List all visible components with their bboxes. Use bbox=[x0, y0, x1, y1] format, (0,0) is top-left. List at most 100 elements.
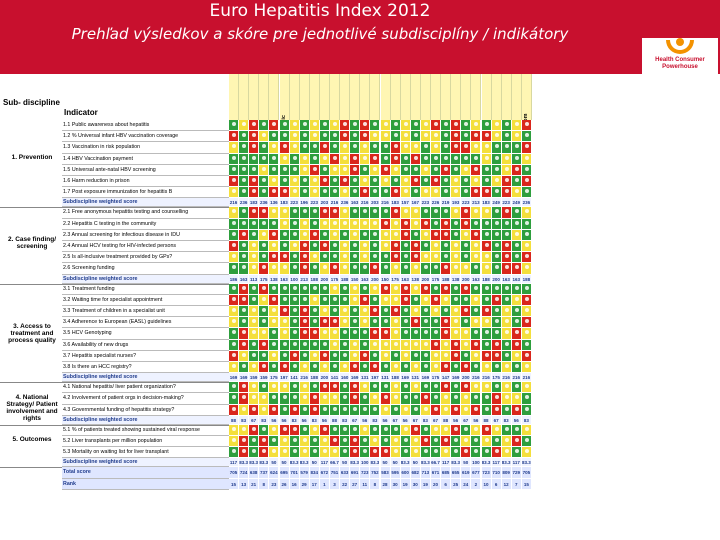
indicator-row: 3.4 Adherence to European (EASL) guideli… bbox=[62, 317, 229, 329]
country-header: Greece bbox=[340, 74, 351, 156]
rating-symbol-icon bbox=[494, 133, 499, 138]
rating-cell bbox=[269, 187, 280, 199]
rating-symbol-icon bbox=[312, 155, 317, 160]
score-cell: 29 bbox=[299, 478, 310, 490]
rating-symbol-icon bbox=[272, 285, 277, 290]
rating-symbol-icon bbox=[363, 449, 368, 454]
rating-cell bbox=[521, 229, 532, 241]
rating-symbol-icon bbox=[444, 352, 449, 357]
score-cell: 22 bbox=[340, 478, 351, 490]
rating-symbol-icon bbox=[524, 231, 529, 236]
rating-symbol-icon bbox=[353, 209, 358, 214]
rating-symbol-icon bbox=[363, 352, 368, 357]
rating-symbol-icon bbox=[423, 144, 428, 149]
rating-cell bbox=[269, 382, 280, 394]
score-cell: 175 bbox=[491, 373, 502, 383]
rating-cell bbox=[491, 317, 502, 329]
rating-symbol-icon bbox=[514, 254, 519, 259]
rating-cell bbox=[330, 328, 340, 340]
rating-symbol-icon bbox=[312, 144, 317, 149]
rating-cell bbox=[431, 317, 441, 329]
rating-cell bbox=[410, 153, 421, 165]
rating-symbol-icon bbox=[282, 231, 287, 236]
rating-symbol-icon bbox=[353, 330, 358, 335]
rating-symbol-icon bbox=[484, 189, 489, 194]
rating-cell bbox=[400, 294, 411, 306]
score-cell: 169 bbox=[400, 373, 411, 383]
rating-symbol-icon bbox=[282, 220, 287, 225]
rating-symbol-icon bbox=[322, 341, 327, 346]
rating-cell bbox=[481, 393, 492, 405]
rating-cell bbox=[501, 164, 512, 176]
rating-cell bbox=[299, 339, 310, 351]
rating-symbol-icon bbox=[484, 166, 489, 171]
rating-symbol-icon bbox=[292, 352, 297, 357]
rating-cell bbox=[390, 328, 401, 340]
rating-cell bbox=[491, 164, 502, 176]
rating-cell bbox=[259, 362, 270, 374]
rating-cell bbox=[340, 263, 351, 275]
rating-cell bbox=[461, 362, 472, 374]
rating-symbol-icon bbox=[444, 395, 449, 400]
rating-symbol-icon bbox=[252, 220, 257, 225]
score-cell: 200 bbox=[461, 274, 472, 284]
rating-symbol-icon bbox=[413, 352, 418, 357]
rating-cell bbox=[319, 218, 330, 230]
rating-symbol-icon bbox=[292, 341, 297, 346]
rating-cell bbox=[269, 283, 280, 295]
score-cell: 724 bbox=[239, 467, 250, 479]
rating-symbol-icon bbox=[373, 265, 378, 270]
rating-cell bbox=[330, 120, 340, 132]
country-header: Germany bbox=[330, 74, 340, 156]
rating-symbol-icon bbox=[403, 285, 408, 290]
rating-symbol-icon bbox=[494, 122, 499, 126]
rating-symbol-icon bbox=[403, 189, 408, 194]
rating-symbol-icon bbox=[292, 449, 297, 454]
rating-cell bbox=[299, 218, 310, 230]
rating-symbol-icon bbox=[444, 209, 449, 214]
rating-cell bbox=[451, 294, 462, 306]
score-cell: 141 bbox=[330, 373, 340, 383]
score-cell: 117 bbox=[491, 458, 502, 468]
rating-cell bbox=[370, 350, 381, 362]
score-cell: 175 bbox=[431, 274, 441, 284]
rating-cell bbox=[269, 447, 280, 459]
country-header: Spain bbox=[491, 74, 502, 156]
rating-symbol-icon bbox=[373, 285, 378, 290]
rating-symbol-icon bbox=[322, 395, 327, 400]
rating-cell bbox=[380, 362, 391, 374]
rating-cell bbox=[370, 306, 381, 318]
score-cell: 10 bbox=[481, 478, 492, 490]
rating-cell bbox=[380, 404, 391, 416]
rating-symbol-icon bbox=[474, 395, 479, 400]
rating-cell bbox=[360, 317, 371, 329]
rating-symbol-icon bbox=[373, 133, 378, 138]
score-cell: 223 bbox=[289, 198, 300, 208]
rating-symbol-icon bbox=[292, 178, 297, 182]
rating-cell bbox=[299, 252, 310, 264]
rating-cell bbox=[471, 131, 482, 143]
rating-cell bbox=[400, 207, 411, 219]
subdiscipline-label: 5. Outcomes bbox=[12, 436, 52, 444]
indicator-row: 3.3 Treatment of children in a specialis… bbox=[62, 306, 229, 318]
rating-symbol-icon bbox=[312, 243, 317, 247]
rating-cell bbox=[229, 142, 239, 154]
rating-cell bbox=[309, 306, 320, 318]
rating-cell bbox=[239, 317, 250, 329]
rating-cell bbox=[431, 252, 441, 264]
rating-symbol-icon bbox=[252, 308, 257, 312]
rating-symbol-icon bbox=[302, 243, 307, 247]
rating-cell bbox=[360, 350, 371, 362]
rating-cell bbox=[249, 350, 260, 362]
rating-symbol-icon bbox=[272, 395, 277, 400]
rating-symbol-icon bbox=[322, 189, 327, 194]
rating-symbol-icon bbox=[524, 133, 529, 138]
rating-cell bbox=[299, 393, 310, 405]
rating-symbol-icon bbox=[383, 352, 388, 357]
rating-symbol-icon bbox=[252, 178, 257, 182]
score-cell: 88 bbox=[441, 415, 452, 425]
rating-symbol-icon bbox=[353, 406, 358, 411]
rating-symbol-icon bbox=[403, 449, 408, 454]
rating-cell bbox=[400, 229, 411, 241]
rating-cell bbox=[521, 328, 532, 340]
